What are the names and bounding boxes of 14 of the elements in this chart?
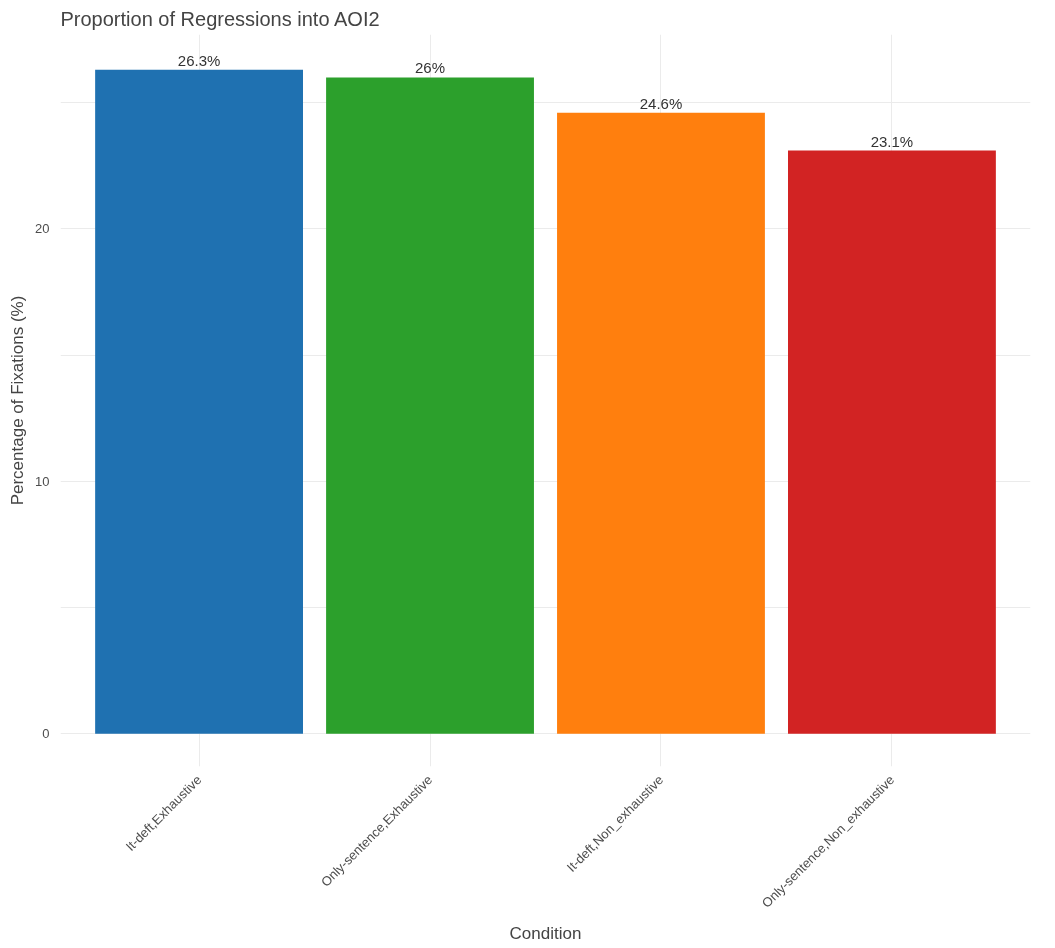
data-label: 24.6% [639, 94, 683, 112]
data-label: 23.1% [870, 132, 914, 150]
bar [788, 150, 996, 734]
y-axis-title: Percentage of Fixations (%) [8, 295, 28, 506]
bar [326, 77, 534, 734]
data-label: 26.3% [177, 51, 221, 69]
x-axis-title: Condition [509, 923, 582, 943]
y-tick-label: 0 [42, 726, 50, 742]
y-tick-label: 10 [35, 473, 50, 489]
data-label: 26% [415, 59, 446, 77]
chart-title: Proportion of Regressions into AOI2 [60, 7, 380, 30]
bar [557, 112, 765, 734]
y-tick-label: 20 [35, 221, 50, 237]
bar [95, 69, 303, 734]
